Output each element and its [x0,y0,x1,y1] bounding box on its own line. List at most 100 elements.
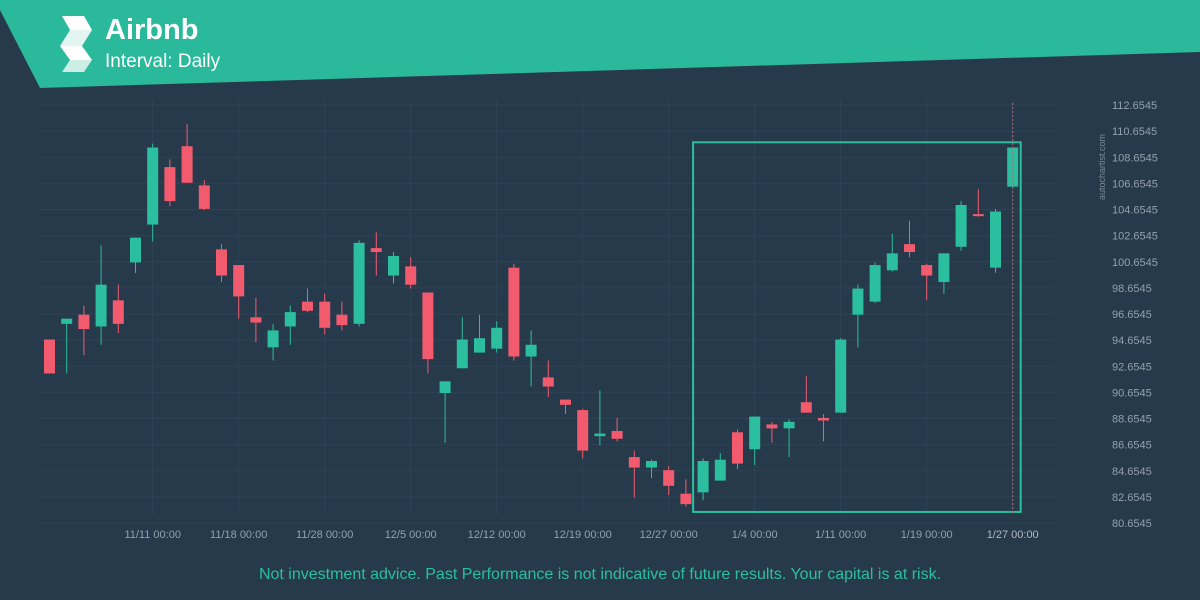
candle-bullish [353,240,365,327]
x-tick-label: 12/12 00:00 [468,529,526,541]
candle-body [61,318,73,324]
candle-body [697,461,709,493]
candle-bearish [181,123,193,183]
x-tick-label: 1/11 00:00 [815,529,866,541]
y-tick-label: 90.6545 [1112,387,1152,399]
y-tick-label: 106.6545 [1112,178,1158,190]
candle-body [112,300,124,324]
y-tick-label: 102.6545 [1112,231,1158,243]
chart-title: Airbnb [105,14,199,46]
candle-body [525,344,537,357]
candle-bullish [456,317,468,369]
y-tick-label: 80.6545 [1112,518,1152,530]
pattern-rectangle [692,141,1022,513]
candle-bearish [78,305,90,356]
chart-interval: Interval: Daily [105,51,221,72]
candle-bearish [680,479,692,507]
candle-bearish [560,399,571,414]
candle-body [78,314,90,330]
candle-body [886,253,898,271]
candle-body [164,167,176,202]
candle-bullish [130,237,141,273]
candle-bearish [577,408,589,459]
candle-body [938,253,950,283]
candle-body [474,338,485,353]
candle-body [198,185,210,209]
candle-bullish [714,453,726,481]
candle-bearish [370,232,382,276]
candle-body [732,432,743,464]
y-tick-label: 86.6545 [1112,440,1152,452]
y-tick-label: 104.6545 [1112,205,1158,217]
candle-bullish [95,245,107,345]
candle-body [370,248,382,253]
candles [44,123,1019,507]
candle-body [422,292,434,360]
candle-body [130,237,141,263]
candle-body [577,410,589,451]
candle-bullish [749,416,761,465]
watermark-text: autochartist.com [1097,134,1107,200]
x-tick-label: 12/19 00:00 [554,529,612,541]
x-tick-label: 12/27 00:00 [640,529,698,541]
candle-body [302,301,313,311]
candle-body [869,265,881,302]
candle-bullish [525,330,537,387]
candle-bullish [886,233,898,272]
candle-body [181,146,193,183]
candle-body [250,317,262,323]
candle-body [852,288,864,315]
x-axis: 11/11 00:00 11/18 00:00 11/28 00:00 12/5 00… [124,529,1038,541]
candle-bullish [869,262,881,303]
y-axis: 112.6545 110.6545 108.6545 106.6545 104.6545… [1112,100,1158,530]
candle-bearish [233,265,245,319]
candle-bullish [491,321,503,353]
autochartist-logo-icon [60,16,92,72]
candle-bearish [336,301,348,331]
x-tick-label: 1/19 00:00 [901,529,953,541]
candle-body [594,433,606,437]
candle-body [319,301,331,328]
candle-bullish [388,252,399,284]
candle-bearish [302,288,313,313]
y-tick-label: 92.6545 [1112,361,1152,373]
candle-bullish [697,458,709,501]
candle-body [147,147,159,225]
candle-bearish [198,180,210,211]
y-tick-label: 82.6545 [1112,492,1152,504]
candle-bearish [628,450,640,498]
candle-body [353,242,365,324]
candle-bullish [267,323,279,361]
candle-body [95,284,107,327]
candle-bearish [542,360,554,398]
candle-bearish [766,421,778,443]
y-tick-label: 108.6545 [1112,152,1158,164]
candle-body [44,339,55,374]
header-banner: Airbnb Interval: Daily [0,0,1200,90]
candle-body [800,402,812,413]
candle-bearish [921,263,933,301]
y-tick-label: 96.6545 [1112,309,1152,321]
candle-bullish [852,284,864,348]
candle-body [818,417,829,421]
candle-body [216,249,227,276]
y-tick-label: 98.6545 [1112,283,1152,295]
candle-body [611,430,623,439]
candle-bullish [284,305,296,345]
chart-grid [40,100,1055,524]
candle-body [388,255,399,276]
candle-bearish [405,257,417,289]
candle-body [405,266,417,285]
candle-body [680,493,692,505]
candle-body [336,314,348,326]
candle-body [835,339,847,413]
candle-body [783,421,795,429]
candle-body [628,457,640,468]
candle-body [439,381,451,394]
candle-body [714,459,726,481]
candle-body [284,312,296,327]
y-tick-label: 88.6545 [1112,414,1152,426]
candle-bearish [164,159,176,207]
x-tick-label: 11/18 00:00 [210,529,267,541]
candle-bullish [646,459,657,478]
